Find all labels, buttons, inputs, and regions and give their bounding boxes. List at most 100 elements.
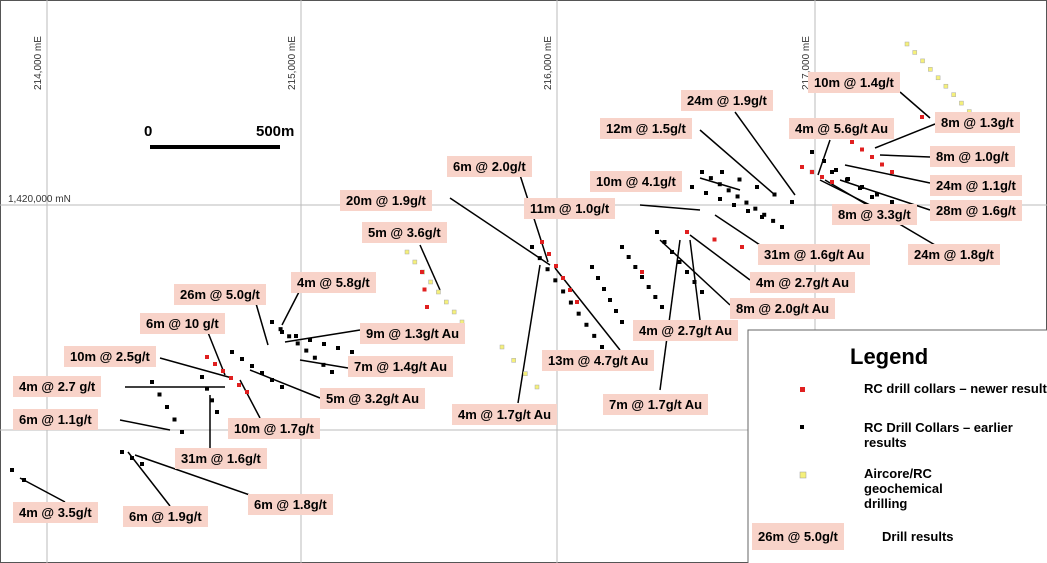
drill-collar [545, 267, 550, 272]
drill-result: 31m @ 1.6g/t [175, 448, 267, 469]
drill-collar [530, 245, 534, 249]
drill-collar [890, 170, 894, 174]
drill-result: 4m @ 2.7g/t Au [633, 320, 739, 341]
leader-line [284, 329, 361, 343]
drill-collar [726, 188, 731, 193]
drill-collar [350, 350, 354, 354]
drill-collar [660, 305, 664, 309]
drill-result: 4m @ 5.6g/t Au [789, 118, 895, 139]
leader-line [281, 289, 301, 326]
easting-label: 215,000 mE [287, 36, 298, 90]
drill-collar [130, 456, 134, 460]
legend-title: Legend [850, 344, 929, 369]
northing-label: 1,420,000 mN [8, 194, 71, 205]
leader-line [659, 239, 681, 391]
drill-collar [420, 270, 424, 274]
leaders [19, 91, 936, 507]
drill-collar [653, 295, 658, 299]
drill-collar [820, 175, 824, 179]
leader-line [689, 234, 751, 281]
drill-collar [596, 276, 600, 280]
drill-collar [830, 180, 834, 184]
drill-collar [810, 170, 814, 174]
drill-collar [740, 245, 744, 249]
drill-collar [499, 344, 505, 350]
leader-line [159, 357, 233, 379]
drill-collar [717, 182, 722, 187]
drill-collar [554, 264, 558, 268]
drill-result: 4m @ 2.7g/t Au [750, 272, 856, 293]
drill-collar [600, 345, 604, 349]
drill-collar [810, 150, 814, 154]
drill-collar [920, 58, 925, 64]
legend-yellow [799, 471, 807, 479]
drill-result: 11m @ 1.0g/t [524, 198, 616, 219]
drill-collar [436, 289, 441, 295]
drill-collar [150, 380, 154, 384]
drill-collar [870, 155, 874, 159]
drill-collar [330, 370, 334, 374]
drill-result: 6m @ 1.9g/t [123, 506, 208, 527]
drill-collar [336, 346, 340, 350]
leader-line [134, 454, 271, 503]
drill-collar [287, 334, 292, 339]
drill-collar [845, 177, 849, 182]
drill-result: 12m @ 1.5g/t [600, 118, 692, 139]
drill-result: 4m @ 1.7g/t Au [452, 404, 558, 425]
scale-start: 0 [144, 123, 153, 140]
drill-collar [753, 206, 758, 211]
drill-collar [708, 176, 713, 181]
drill-collar [700, 170, 704, 174]
drill-collar [602, 287, 606, 291]
leader-line [734, 111, 796, 196]
drill-collar [120, 450, 124, 454]
drill-collar [800, 165, 804, 169]
drill-collar [308, 338, 312, 342]
drill-result: 8m @ 1.3g/t [935, 112, 1020, 133]
easting-label: 214,000 mE [33, 36, 44, 90]
drill-collar [690, 185, 694, 189]
drill-result: 9m @ 1.3g/t Au [360, 323, 466, 344]
drill-result: 24m @ 1.9g/t [681, 90, 773, 111]
drill-collar [685, 230, 689, 234]
drill-result: 8m @ 3.3g/t [832, 204, 917, 225]
drill-collar [534, 384, 540, 390]
drill-collar [633, 265, 638, 269]
drill-collar [205, 386, 209, 391]
drill-collars [10, 41, 980, 482]
drill-collar [221, 369, 225, 373]
legend-black [800, 425, 804, 429]
drill-result: 26m @ 5.0g/t [174, 284, 266, 305]
drill-collar [230, 350, 234, 354]
drill-collar [692, 280, 697, 284]
drill-collar [704, 191, 708, 195]
drill-collar [762, 212, 767, 217]
drill-collar [270, 378, 274, 382]
drill-collar [772, 192, 777, 197]
drill-collar [237, 383, 241, 387]
drill-collar [744, 200, 749, 205]
drill-collar [568, 300, 573, 305]
drill-collar [646, 285, 651, 289]
drill-result: 8m @ 2.0g/t Au [730, 298, 836, 319]
drill-collar [537, 256, 542, 261]
drill-result: 10m @ 4.1g/t [590, 171, 682, 192]
drill-collar [278, 327, 283, 332]
drill-collar [547, 252, 551, 256]
drill-collar [822, 159, 826, 163]
drill-collar [229, 376, 233, 380]
drill-result: 10m @ 1.4g/t [808, 72, 900, 93]
drill-collar [685, 270, 689, 274]
drill-collar [951, 92, 956, 97]
leader-line [119, 419, 171, 431]
drill-collar [322, 342, 326, 346]
drill-result: 6m @ 1.8g/t [248, 494, 333, 515]
leader-line [879, 154, 931, 158]
drill-result: 20m @ 1.9g/t [340, 190, 432, 211]
drill-collar [870, 195, 874, 199]
legend-item: RC Drill Collars – earlier results [864, 420, 1013, 450]
leader-line [659, 239, 731, 306]
drill-collar [880, 162, 884, 167]
leader-line [874, 123, 936, 149]
drill-collar [425, 305, 429, 309]
